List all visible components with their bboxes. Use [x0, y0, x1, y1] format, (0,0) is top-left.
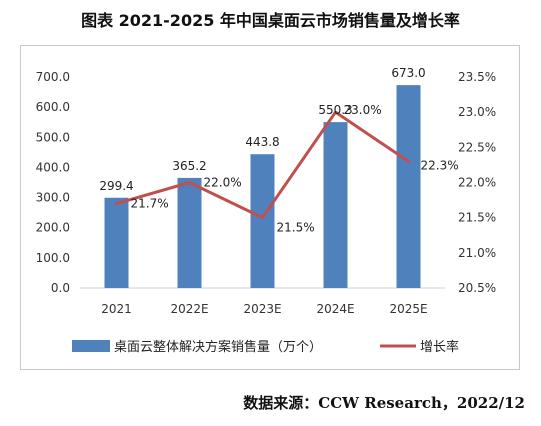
- bar: [177, 177, 202, 288]
- y-left-tick-label: 0.0: [51, 281, 70, 295]
- y-right-tick-label: 22.0%: [458, 176, 496, 190]
- y-left-tick-label: 200.0: [36, 221, 70, 235]
- bar-data-label: 365.2: [172, 159, 206, 173]
- x-tick-label: 2021: [101, 302, 132, 316]
- bar: [250, 154, 275, 288]
- y-right-tick-label: 23.0%: [458, 105, 496, 119]
- line-data-label: 22.0%: [204, 176, 242, 190]
- line-data-label: 21.5%: [277, 221, 315, 235]
- legend-line-label: 增长率: [420, 339, 459, 355]
- y-right-tick-label: 22.5%: [458, 140, 496, 154]
- line-data-label: 22.3%: [421, 158, 459, 172]
- bar: [396, 85, 421, 288]
- x-tick-label: 2025E: [389, 302, 427, 316]
- bar: [323, 122, 348, 288]
- bar-data-label: 673.0: [391, 66, 425, 80]
- x-tick-label: 2024E: [316, 302, 354, 316]
- y-left-tick-label: 100.0: [36, 251, 70, 265]
- bar: [104, 197, 129, 288]
- line-data-label: 21.7%: [131, 197, 169, 211]
- legend-bar-swatch: [72, 340, 110, 352]
- y-right-tick-label: 21.5%: [458, 211, 496, 225]
- chart-title: 图表 2021-2025 年中国桌面云市场销售量及增长率: [81, 11, 460, 30]
- growth-rate-line: [115, 110, 410, 220]
- x-tick-label: 2023E: [243, 302, 281, 316]
- y-left-tick-label: 400.0: [36, 160, 70, 174]
- y-left-tick-label: 600.0: [36, 100, 70, 114]
- y-left-tick-label: 700.0: [36, 70, 70, 84]
- line-data-label: 23.0%: [344, 103, 382, 117]
- source-note: 数据来源：CCW Research，2022/12: [243, 394, 525, 412]
- legend-bar-label: 桌面云整体解决方案销售量（万个）: [114, 339, 322, 355]
- bar-data-label: 443.8: [245, 135, 279, 149]
- bar-data-label: 299.4: [99, 179, 133, 193]
- y-right-tick-label: 21.0%: [458, 246, 496, 260]
- x-tick-label: 2022E: [170, 302, 208, 316]
- y-left-tick-label: 300.0: [36, 191, 70, 205]
- chart-frame: [20, 45, 520, 370]
- bar-data-label: 550.3: [318, 103, 352, 117]
- y-right-tick-label: 20.5%: [458, 281, 496, 295]
- y-left-tick-label: 500.0: [36, 130, 70, 144]
- y-right-tick-label: 23.5%: [458, 70, 496, 84]
